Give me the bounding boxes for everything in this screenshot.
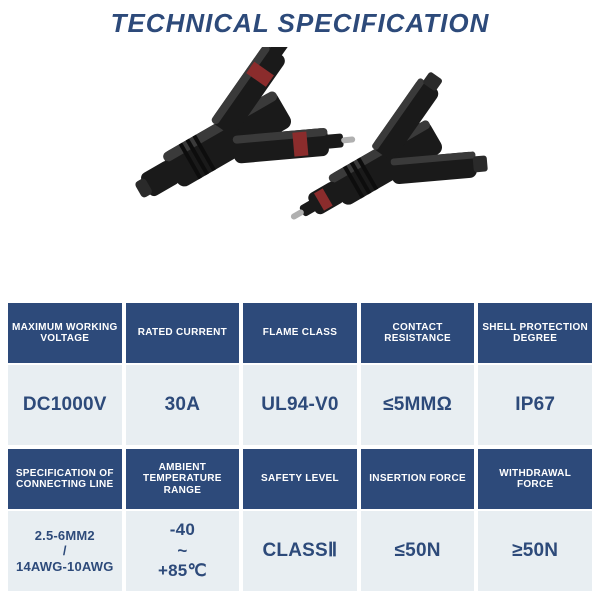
- spec-value: IP67: [478, 365, 592, 445]
- spec-value: CLASSⅡ: [243, 511, 357, 591]
- spec-row1-values: DC1000V 30A UL94-V0 ≤5MMΩ IP67: [8, 365, 592, 445]
- spec-value: 2.5-6MM2/14AWG-10AWG: [8, 511, 122, 591]
- spec-value: ≥50N: [478, 511, 592, 591]
- spec-header: SAFETY LEVEL: [243, 449, 357, 509]
- page-title: TECHNICAL SPECIFICATION: [8, 8, 592, 39]
- spec-header: SPECIFICATION OF CONNECTING LINE: [8, 449, 122, 509]
- spec-row2-values: 2.5-6MM2/14AWG-10AWG -40~+85℃ CLASSⅡ ≤50…: [8, 511, 592, 591]
- spec-sheet: TECHNICAL SPECIFICATION: [0, 0, 600, 600]
- spec-row2-headers: SPECIFICATION OF CONNECTING LINE AMBIENT…: [8, 449, 592, 509]
- mc4-y-connectors-illustration: [90, 47, 510, 297]
- spec-value: ≤50N: [361, 511, 475, 591]
- spec-header: FLAME CLASS: [243, 303, 357, 363]
- spec-value: UL94-V0: [243, 365, 357, 445]
- spec-value: 30A: [126, 365, 240, 445]
- spec-value: ≤5MMΩ: [361, 365, 475, 445]
- spec-header: SHELL PROTECTION DEGREE: [478, 303, 592, 363]
- product-image-area: [8, 43, 592, 301]
- spec-value: DC1000V: [8, 365, 122, 445]
- spec-header: MAXIMUM WORKING VOLTAGE: [8, 303, 122, 363]
- spec-header: RATED CURRENT: [126, 303, 240, 363]
- spec-value: -40~+85℃: [126, 511, 240, 591]
- spec-row1-headers: MAXIMUM WORKING VOLTAGE RATED CURRENT FL…: [8, 303, 592, 363]
- spec-header: AMBIENT TEMPERATURE RANGE: [126, 449, 240, 509]
- spec-header: WITHDRAWAL FORCE: [478, 449, 592, 509]
- spec-header: CONTACT RESISTANCE: [361, 303, 475, 363]
- spec-header: INSERTION FORCE: [361, 449, 475, 509]
